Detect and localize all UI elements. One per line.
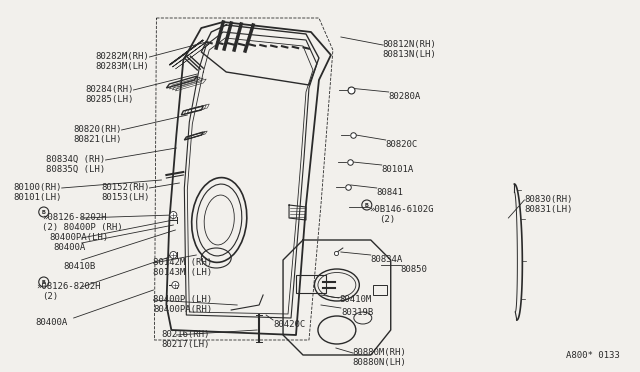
Text: 80400P (LH): 80400P (LH) <box>154 295 212 304</box>
Text: 80410B: 80410B <box>64 262 96 271</box>
Text: 80410M: 80410M <box>339 295 371 304</box>
Text: 80143M (LH): 80143M (LH) <box>154 268 212 277</box>
Text: A800* 0133: A800* 0133 <box>566 351 620 360</box>
Text: 80812N(RH): 80812N(RH) <box>383 40 436 49</box>
Text: 80101A: 80101A <box>381 165 414 174</box>
Text: 80834Q (RH): 80834Q (RH) <box>47 155 106 164</box>
Text: 80834A: 80834A <box>371 255 403 264</box>
Text: 80217(LH): 80217(LH) <box>161 340 210 349</box>
Text: 80400PA(LH): 80400PA(LH) <box>50 233 109 242</box>
Text: 80283M(LH): 80283M(LH) <box>96 62 150 71</box>
Text: (2) 80400P (RH): (2) 80400P (RH) <box>42 223 122 232</box>
Text: 80821(LH): 80821(LH) <box>73 135 122 144</box>
Text: 80420C: 80420C <box>273 320 305 329</box>
Text: 80880M(RH): 80880M(RH) <box>353 348 406 357</box>
Text: 80152(RH): 80152(RH) <box>101 183 150 192</box>
Text: 80831(LH): 80831(LH) <box>524 205 573 214</box>
Text: 80400PA(RH): 80400PA(RH) <box>154 305 212 314</box>
Text: 80820C: 80820C <box>386 140 418 149</box>
Text: 80813N(LH): 80813N(LH) <box>383 50 436 59</box>
Text: 80400A: 80400A <box>54 243 86 252</box>
Text: B: B <box>365 202 369 208</box>
Circle shape <box>170 251 177 259</box>
Circle shape <box>172 282 179 289</box>
Text: 80835Q (LH): 80835Q (LH) <box>47 165 106 174</box>
Text: »08126-8202H: »08126-8202H <box>42 213 106 222</box>
Text: 80841: 80841 <box>377 188 404 197</box>
Text: 80830(RH): 80830(RH) <box>524 195 573 204</box>
Bar <box>296 275 326 293</box>
Circle shape <box>170 212 177 218</box>
Text: »08126-8202H: »08126-8202H <box>36 282 100 291</box>
Text: 80400A: 80400A <box>36 318 68 327</box>
Text: 80216(RH): 80216(RH) <box>161 330 210 339</box>
Text: »0B146-6102G: »0B146-6102G <box>369 205 433 214</box>
Text: (2): (2) <box>42 292 58 301</box>
Text: 80285(LH): 80285(LH) <box>85 95 134 104</box>
Text: B: B <box>42 209 45 215</box>
Text: 80280A: 80280A <box>388 92 421 101</box>
Text: 80850: 80850 <box>401 265 428 274</box>
Text: 80880N(LH): 80880N(LH) <box>353 358 406 367</box>
Text: (2): (2) <box>379 215 395 224</box>
Text: 80153(LH): 80153(LH) <box>101 193 150 202</box>
Text: B: B <box>42 279 45 285</box>
Text: 80282M(RH): 80282M(RH) <box>96 52 150 61</box>
Bar <box>372 285 387 295</box>
Text: 80284(RH): 80284(RH) <box>85 85 134 94</box>
Text: 80820(RH): 80820(RH) <box>73 125 122 134</box>
Text: 80319B: 80319B <box>341 308 373 317</box>
Text: 80101(LH): 80101(LH) <box>13 193 61 202</box>
Text: 80100(RH): 80100(RH) <box>13 183 61 192</box>
Text: 80142M (RH): 80142M (RH) <box>154 258 212 267</box>
